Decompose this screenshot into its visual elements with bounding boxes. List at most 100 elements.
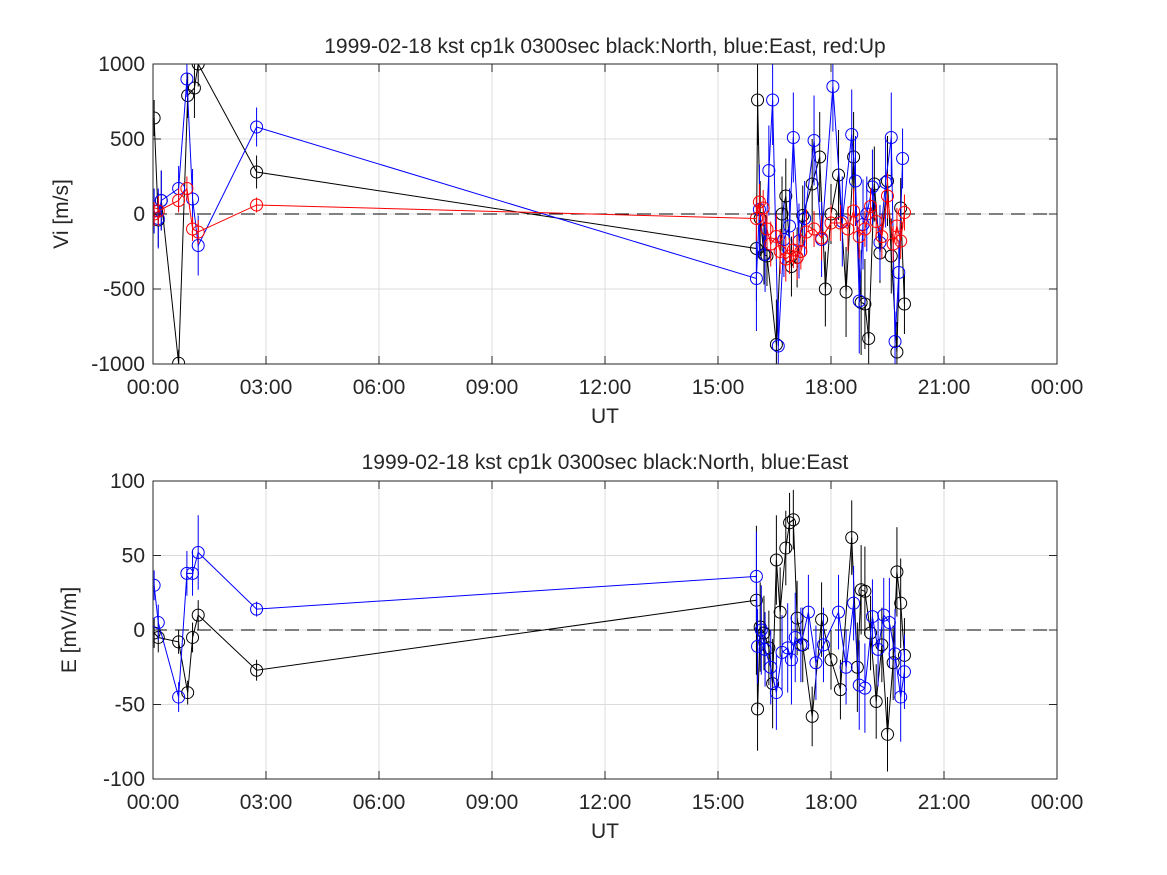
efield-point-east (839, 660, 853, 674)
efield-x-tick-label: 18:00 (805, 791, 858, 814)
velocity-x-tick-label: 12:00 (579, 376, 632, 399)
velocity-panel: 00:00 03:00 06:00 09:00 12:00 15:00 18:00 21:00… (50, 35, 1083, 428)
efield-point-east (751, 639, 765, 653)
velocity-chart-title: 1999-02-18 kst cp1k 0300sec black:North,… (324, 35, 885, 58)
velocity-point-east (879, 176, 893, 189)
efield-chart-title: 1999-02-18 kst cp1k 0300sec black:North,… (362, 451, 849, 474)
efield-point-east (758, 642, 772, 656)
efield-point-north (172, 635, 186, 649)
efield-point-east (191, 546, 205, 560)
velocity-y-tick-label: -1000 (91, 353, 145, 376)
efield-point-north (881, 727, 894, 741)
efield-point-east (764, 660, 778, 674)
efield-point-east (897, 665, 911, 679)
velocity-point-up (794, 245, 808, 258)
velocity-x-tick-label: 03:00 (240, 376, 293, 399)
efield-point-east (888, 647, 902, 661)
velocity-point-north (839, 285, 853, 299)
velocity-point-north (897, 297, 911, 311)
velocity-point-up (172, 194, 186, 207)
velocity-point-up (824, 216, 838, 230)
efield-point-north (751, 702, 765, 716)
velocity-point-east (783, 219, 797, 233)
efield-point-east (250, 602, 264, 616)
velocity-point-up (847, 204, 861, 218)
velocity-point-north (760, 249, 774, 263)
velocity-point-up (807, 222, 821, 236)
velocity-y-tick-label: 500 (110, 128, 145, 151)
efield-point-north (186, 630, 200, 644)
efield-point-east (172, 690, 186, 704)
efield-point-north (181, 686, 195, 700)
efield-point-east (754, 623, 768, 637)
efield-line-north (153, 518, 905, 735)
velocity-point-east (771, 339, 785, 353)
velocity-point-up (886, 237, 900, 251)
velocity-point-up (869, 215, 883, 228)
velocity-point-east (807, 134, 821, 147)
efield-y-axis-label: E [mV/m] (58, 587, 81, 673)
velocity-y-axis-label: Vi [m/s] (50, 179, 73, 249)
velocity-ticks: 00:00 03:00 06:00 09:00 12:00 15:00 18:00 21:00… (91, 53, 1083, 399)
velocity-point-north (862, 332, 876, 345)
velocity-point-up (841, 222, 855, 236)
efield-x-tick-label: 15:00 (692, 791, 745, 814)
velocity-point-up (786, 243, 800, 257)
efield-point-east (871, 642, 885, 656)
velocity-point-north (191, 64, 205, 71)
efield-point-north (894, 596, 908, 610)
velocity-series-layer (153, 64, 911, 364)
velocity-point-north (153, 111, 161, 125)
efield-point-east (847, 596, 861, 610)
velocity-y-tick-label: 1000 (98, 53, 145, 76)
velocity-point-north (805, 177, 819, 191)
velocity-x-axis-label: UT (591, 405, 619, 428)
efield-x-tick-label: 21:00 (918, 791, 971, 814)
velocity-point-up (897, 206, 911, 219)
efield-point-east (781, 641, 795, 655)
velocity-point-east (826, 80, 840, 93)
efield-point-north (845, 531, 859, 545)
velocity-x-tick-label: 18:00 (805, 376, 858, 399)
velocity-point-up (769, 230, 783, 243)
efield-point-east (186, 566, 200, 580)
velocity-point-up (875, 230, 889, 243)
efield-point-east (801, 605, 815, 619)
efield-point-east (153, 578, 161, 592)
efield-point-north (779, 541, 793, 555)
efield-point-north (769, 553, 783, 567)
efield-point-east (894, 690, 908, 704)
velocity-x-tick-label: 15:00 (692, 376, 745, 399)
velocity-line-east (153, 78, 904, 347)
velocity-point-up (779, 252, 793, 266)
velocity-point-up (250, 198, 264, 212)
velocity-point-north (796, 209, 810, 222)
efield-point-north (858, 584, 872, 598)
efield-point-east (816, 638, 830, 652)
velocity-point-north (769, 338, 783, 351)
efield-point-north (815, 613, 829, 627)
efield-point-north (805, 709, 819, 723)
efield-point-east (180, 566, 194, 580)
velocity-point-east (892, 266, 906, 279)
velocity-point-east (749, 272, 763, 285)
velocity-point-up (864, 200, 878, 213)
efield-x-tick-label: 00:00 (1031, 791, 1084, 814)
velocity-point-up (894, 234, 908, 248)
velocity-point-east (852, 294, 866, 308)
efield-x-axis-label: UT (591, 820, 619, 843)
velocity-point-up (890, 219, 904, 233)
velocity-point-east (873, 236, 887, 249)
velocity-point-east (762, 164, 776, 177)
efield-ticks: 00:00 03:00 06:00 09:00 12:00 15:00 18:00 21:00… (103, 470, 1083, 814)
efield-point-north (824, 653, 838, 667)
efield-point-east (882, 616, 896, 630)
velocity-point-up (800, 225, 814, 239)
efield-point-north (191, 608, 205, 622)
efield-point-east (858, 681, 872, 695)
efield-y-tick-label: -50 (115, 694, 145, 717)
efield-point-east (809, 656, 823, 670)
velocity-point-up (153, 204, 165, 218)
efield-point-north (869, 695, 883, 709)
efield-point-north (886, 656, 900, 670)
